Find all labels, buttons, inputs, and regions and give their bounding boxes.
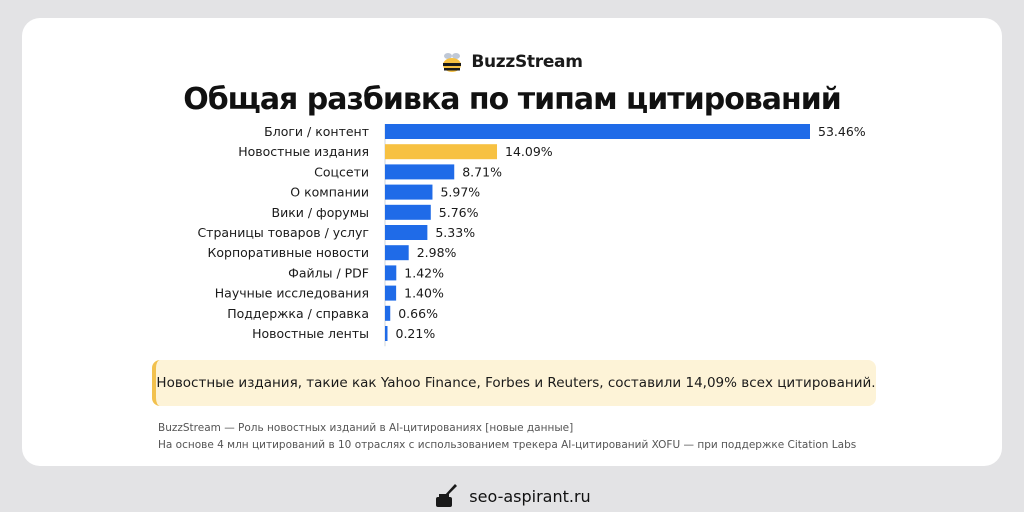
value-label: 5.33% [435,225,475,240]
bar [385,204,431,220]
category-label: Файлы / PDF [288,265,369,280]
source-line-2: На основе 4 млн цитирований в 10 отрасля… [158,439,857,451]
inkwell-quill-icon [436,484,458,507]
category-label: Поддержка / справка [227,306,369,321]
chart-title: Общая разбивка по типам цитирований [183,82,842,117]
footer-site[interactable]: seo-aspirant.ru [469,486,591,506]
bar [385,245,409,261]
category-label: Новостные издания [238,144,369,159]
bar [385,225,428,240]
category-label: Новостные ленты [252,326,369,341]
bar [385,305,391,321]
category-label: Блоги / контент [264,124,369,139]
value-label: 53.46% [818,124,866,139]
bar [385,285,397,301]
infographic-card: BuzzStream Общая разбивка по типам цитир… [22,18,1002,466]
bar [385,144,498,160]
value-label: 0.21% [396,326,436,341]
bar-chart: Блоги / контент 53.46% Новостные издания 14… [197,124,866,347]
callout-text: Новостные издания, такие как Yahoo Finan… [156,375,876,391]
bar [385,326,388,341]
value-label: 5.97% [440,185,480,200]
category-label: Корпоративные новости [208,245,369,260]
value-label: 2.98% [417,245,457,260]
value-label: 8.71% [462,164,502,179]
bar [385,184,433,200]
bar [385,265,397,281]
category-label: Соцсети [314,164,369,179]
category-label: Страницы товаров / услуг [197,225,369,240]
source-note: BuzzStream — Роль новостных изданий в AI… [158,420,856,454]
highlight-callout: Новостные издания, такие как Yahoo Finan… [152,360,876,406]
value-label: 1.40% [404,286,444,301]
value-label: 0.66% [398,306,438,321]
value-label: 1.42% [404,265,444,280]
brand-header: BuzzStream [22,48,1002,76]
bar [385,164,455,180]
category-label: О компании [290,185,369,200]
footer: seo-aspirant.ru [0,480,1024,512]
value-label: 14.09% [505,144,553,159]
source-line-1: BuzzStream — Роль новостных изданий в AI… [158,422,574,434]
category-label: Научные исследования [215,286,369,301]
bar [385,124,810,139]
value-label: 5.76% [439,205,479,220]
brand-name: BuzzStream [471,52,583,72]
bee-icon [443,53,462,72]
category-label: Вики / форумы [272,205,370,220]
